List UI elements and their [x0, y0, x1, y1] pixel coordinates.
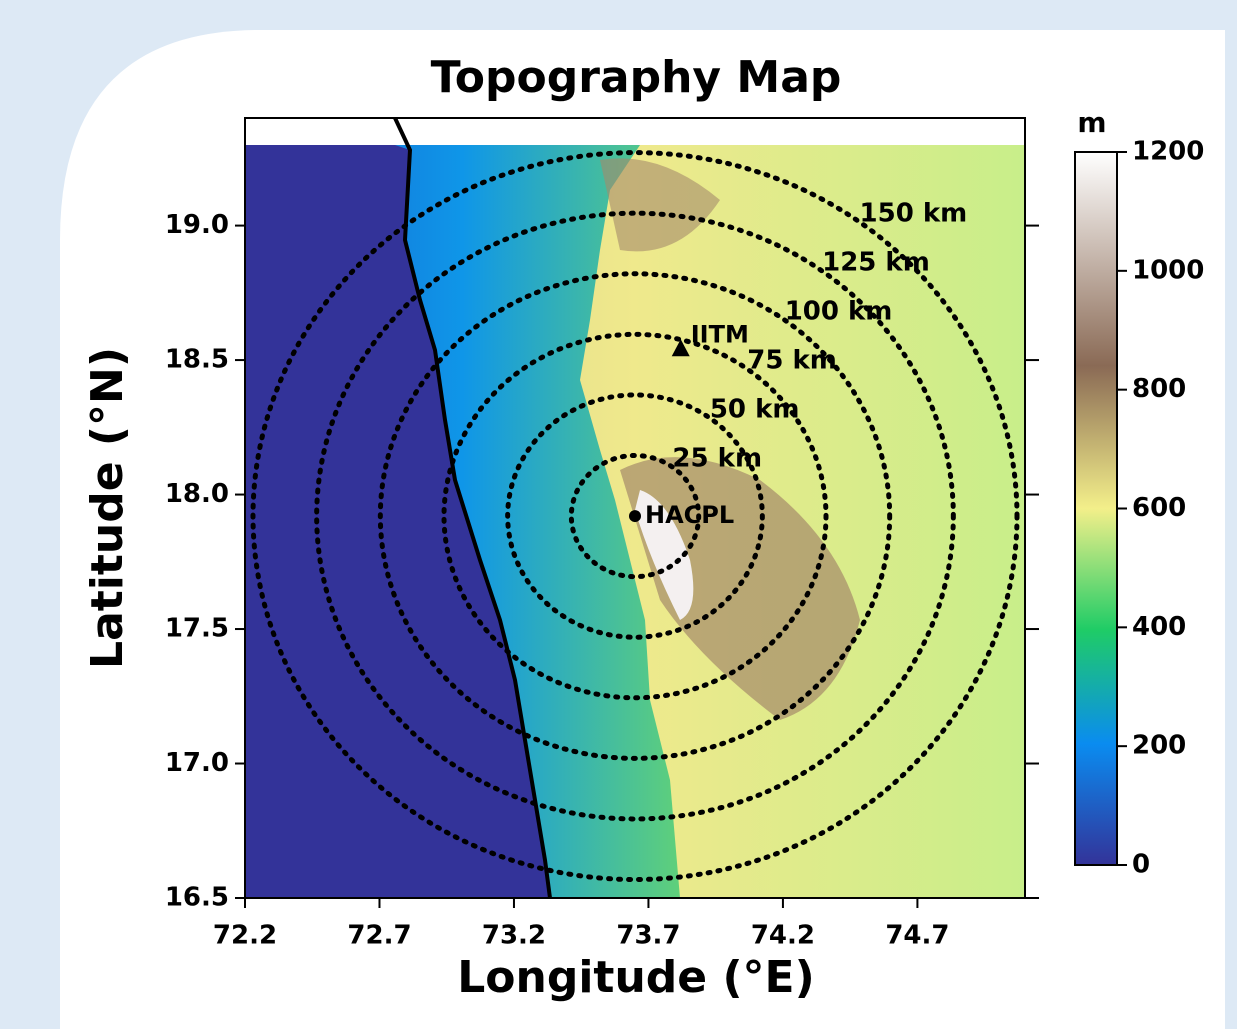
terrain — [245, 118, 1025, 898]
x-tick-label: 73.7 — [616, 921, 680, 951]
x-tick-label: 72.7 — [347, 921, 411, 951]
ring-label: 150 km — [860, 199, 968, 229]
station-marker — [629, 510, 641, 522]
x-tick-label: 73.2 — [482, 921, 546, 951]
station-label: HACPL — [645, 501, 734, 529]
page: Topography Map Longitude (°E) Latitude (… — [0, 0, 1237, 1029]
colorbar-tick-label: 1000 — [1132, 255, 1204, 285]
y-tick-label: 19.0 — [165, 210, 229, 240]
x-tick-label: 74.7 — [885, 921, 949, 951]
y-tick-label: 17.0 — [165, 748, 229, 778]
x-axis-label: Longitude (°E) — [457, 952, 814, 1003]
ring-label: 50 km — [710, 395, 800, 425]
colorbar-tick-label: 200 — [1132, 731, 1186, 761]
y-axis-label: Latitude (°N) — [82, 347, 133, 669]
station-label: IITM — [691, 320, 749, 348]
y-tick-label: 17.5 — [165, 614, 229, 644]
x-tick-label: 72.2 — [213, 921, 277, 951]
y-tick-label: 18.5 — [165, 345, 229, 375]
chart-title: Topography Map — [431, 52, 842, 103]
y-tick-label: 18.0 — [165, 479, 229, 509]
ring-label: 125 km — [822, 248, 930, 278]
y-tick-label: 16.5 — [165, 883, 229, 913]
ring-label: 75 km — [747, 346, 837, 376]
colorbar-tick-label: 400 — [1132, 612, 1186, 642]
colorbar — [1075, 152, 1117, 865]
colorbar-tick-label: 600 — [1132, 493, 1186, 523]
ring-label: 100 km — [785, 297, 893, 327]
colorbar-tick-label: 0 — [1132, 850, 1150, 880]
colorbar-label: m — [1077, 106, 1106, 139]
colorbar-tick-label: 800 — [1132, 374, 1186, 404]
x-tick-label: 74.2 — [751, 921, 815, 951]
colorbar-tick-label: 1200 — [1132, 137, 1204, 167]
